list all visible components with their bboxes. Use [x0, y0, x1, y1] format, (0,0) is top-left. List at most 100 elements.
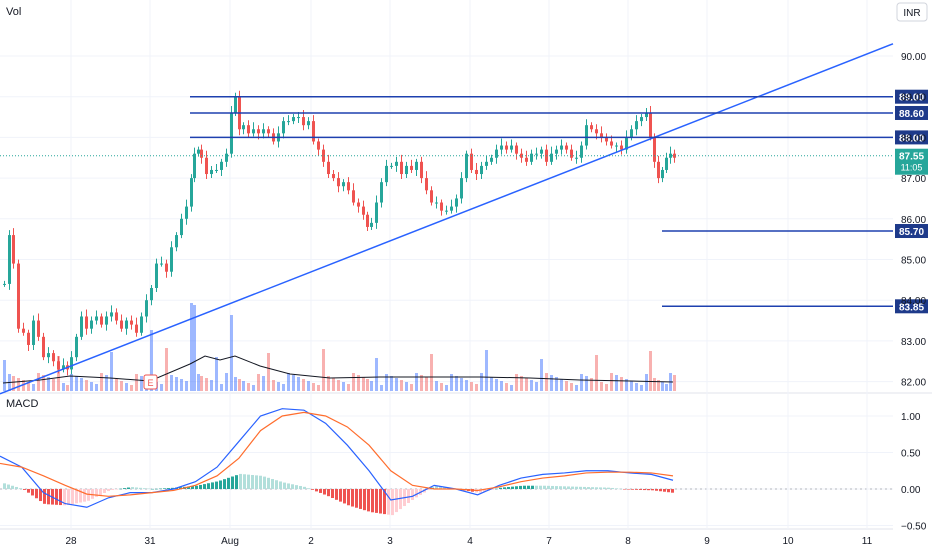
candle-body	[327, 161, 330, 175]
macd-histogram-bar	[375, 489, 378, 513]
macd-histogram-bar	[299, 485, 302, 489]
macd-histogram-bar	[95, 489, 98, 497]
macd-histogram-bar	[379, 489, 382, 514]
volume-bar	[525, 378, 528, 391]
candle-body	[297, 117, 300, 119]
volume-bar	[610, 373, 613, 391]
macd-histogram-bar	[247, 474, 250, 489]
volume-bar	[630, 381, 633, 391]
candle-body	[585, 125, 588, 146]
candle-body	[230, 112, 233, 154]
macd-histogram-bar	[287, 483, 290, 489]
volume-bar	[193, 305, 196, 391]
candle-body	[405, 165, 408, 175]
macd-histogram-bar	[571, 486, 574, 489]
candle-body	[435, 202, 438, 204]
volume-bar	[475, 384, 478, 391]
candle-body	[657, 161, 660, 179]
volume-bar	[180, 379, 183, 391]
volume-bar	[435, 381, 438, 391]
macd-histogram-bar	[231, 476, 234, 489]
macd-histogram-bar	[359, 489, 362, 509]
volume-bar	[302, 379, 305, 391]
volume-bar	[410, 384, 413, 391]
time-tick-label: 11	[862, 536, 873, 547]
volume-bar	[600, 382, 603, 391]
candle-body	[460, 178, 463, 199]
volume-bar	[560, 379, 563, 391]
macd-histogram-bar	[567, 486, 570, 489]
candle-body	[362, 206, 365, 215]
currency-button[interactable]: INR	[896, 2, 928, 22]
volume-bar	[570, 383, 573, 391]
macd-histogram-bar	[607, 487, 610, 489]
candle-body	[287, 121, 290, 123]
candle-body	[165, 263, 168, 272]
volume-bar	[455, 376, 458, 391]
volume-bar	[287, 373, 290, 391]
macd-histogram-bar	[595, 487, 598, 489]
level-price-tag	[895, 130, 928, 145]
macd-histogram-bar	[443, 487, 446, 489]
macd-histogram-bar	[619, 488, 622, 490]
candle-body	[530, 153, 533, 162]
macd-histogram-bar	[547, 485, 550, 489]
macd-histogram-bar	[603, 487, 606, 489]
macd-histogram-bar	[507, 486, 510, 489]
macd-histogram-bar	[335, 489, 338, 500]
candle-body	[620, 145, 623, 150]
macd-histogram-bar	[535, 485, 538, 489]
volume-bar	[649, 351, 652, 391]
macd-histogram-bar	[43, 489, 46, 504]
candle-body	[197, 149, 200, 154]
macd-histogram-bar	[531, 485, 534, 489]
macd-histogram-bar	[427, 489, 430, 491]
candle-body	[385, 165, 388, 183]
volume-bar	[70, 374, 73, 391]
volume-bar	[625, 379, 628, 391]
volume-bar	[530, 380, 533, 391]
candle-body	[22, 328, 25, 333]
volume-bar	[32, 384, 35, 391]
volume-bar	[197, 374, 200, 391]
volume-bar	[661, 382, 664, 391]
macd-histogram-bar	[627, 489, 630, 490]
candle-body	[234, 96, 237, 113]
candle-body	[252, 129, 255, 134]
macd-histogram-bar	[99, 489, 102, 495]
macd-histogram-bar	[495, 488, 498, 490]
candle-body	[135, 324, 138, 333]
candle-body	[70, 357, 73, 370]
volume-bar	[490, 377, 493, 391]
candle-body	[347, 182, 350, 191]
candle-body	[370, 222, 373, 227]
candle-body	[100, 316, 103, 325]
volume-bar	[252, 385, 255, 391]
macd-histogram-bar	[119, 488, 122, 490]
volume-bar	[120, 381, 123, 391]
candle-body	[366, 214, 369, 227]
candle-body	[630, 129, 633, 138]
candle-body	[673, 153, 676, 158]
macd-histogram-bar	[123, 488, 126, 489]
macd-histogram-bar	[227, 477, 230, 489]
macd-histogram-bar	[311, 489, 314, 490]
volume-bar	[470, 382, 473, 391]
macd-histogram-bar	[367, 489, 370, 512]
macd-histogram-bar	[407, 489, 410, 504]
macd-histogram-bar	[583, 486, 586, 489]
volume-bar	[375, 358, 378, 391]
candle-body	[57, 361, 60, 370]
candle-body	[312, 121, 315, 142]
macd-histogram-bar	[411, 489, 414, 500]
candle-body	[640, 117, 643, 122]
macd-histogram-bar	[115, 489, 118, 490]
candle-body	[550, 153, 553, 162]
trend-line	[0, 43, 894, 395]
candle-body	[307, 121, 310, 126]
volume-bar	[282, 384, 285, 391]
volume-bar	[160, 384, 163, 391]
macd-histogram-bar	[171, 487, 174, 489]
volume-bar	[425, 377, 428, 391]
candle-body	[430, 190, 433, 203]
